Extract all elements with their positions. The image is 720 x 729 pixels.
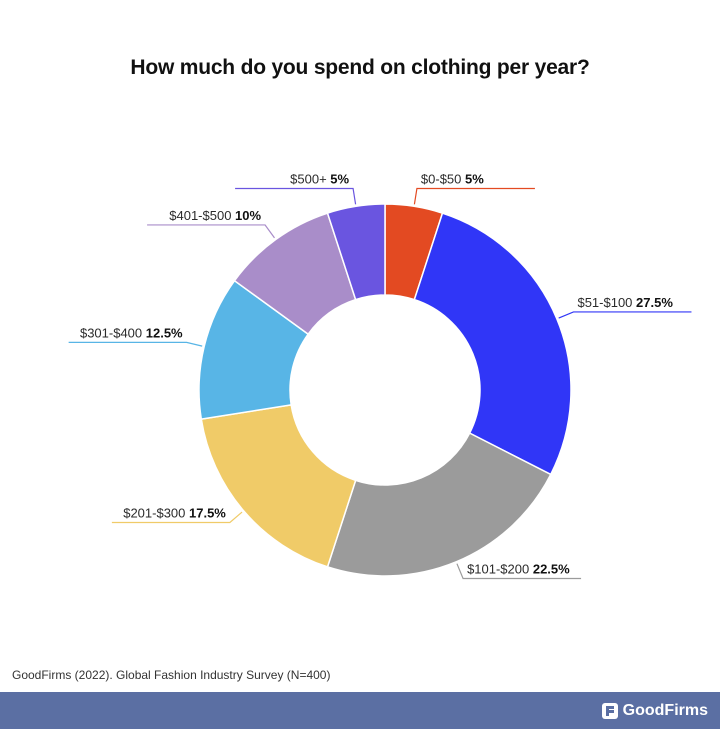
donut-slices <box>198 203 572 577</box>
brand-logo[interactable]: GoodFirms <box>601 700 708 722</box>
slice-label-51-100: $51-$100 27.5% <box>577 295 673 310</box>
goodfirms-logo-icon <box>601 703 618 719</box>
slice-percentage: 22.5% <box>533 561 570 576</box>
slice-51-100[interactable] <box>413 212 572 476</box>
slice-500-plus[interactable] <box>326 203 386 301</box>
leader-line-0-50 <box>413 187 535 205</box>
slice-percentage: 10% <box>235 208 261 223</box>
leader-line-51-100 <box>558 311 692 319</box>
slice-category: $51-$100 <box>577 295 636 310</box>
slice-label-0-50: $0-$50 5% <box>421 172 484 187</box>
slice-percentage: 17.5% <box>189 505 226 520</box>
slice-percentage: 5% <box>330 172 349 187</box>
leader-line-500-plus <box>235 187 357 205</box>
slice-label-500-plus: $500+ 5% <box>290 172 349 187</box>
slice-101-200[interactable] <box>326 432 552 577</box>
slice-category: $101-$200 <box>467 561 533 576</box>
leader-line-101-200 <box>456 563 582 580</box>
slice-label-201-300: $201-$300 17.5% <box>123 505 226 520</box>
slice-labels: $0-$50 5% $51-$100 27.5% $101-$200 22.5% $2… <box>80 172 673 577</box>
slice-label-401-500: $401-$500 10% <box>169 208 261 223</box>
slice-category: $500+ <box>290 172 330 187</box>
slice-percentage: 5% <box>465 172 484 187</box>
label-leader-lines <box>68 187 692 580</box>
leader-line-401-500 <box>147 224 275 239</box>
slice-percentage: 12.5% <box>146 325 183 340</box>
slice-category: $401-$500 <box>169 208 235 223</box>
chart-title: How much do you spend on clothing per ye… <box>130 56 590 79</box>
footer-bar: GoodFirms <box>0 692 720 729</box>
leader-line-201-300 <box>111 511 243 524</box>
leader-line-301-400 <box>68 341 203 347</box>
slice-label-301-400: $301-$400 12.5% <box>80 325 183 340</box>
slice-201-300[interactable] <box>200 404 357 568</box>
slice-percentage: 27.5% <box>636 295 673 310</box>
slice-category: $301-$400 <box>80 325 146 340</box>
brand-name: GoodFirms <box>622 702 708 719</box>
slice-label-101-200: $101-$200 22.5% <box>467 561 570 576</box>
slice-category: $201-$300 <box>123 505 189 520</box>
slice-category: $0-$50 <box>421 172 465 187</box>
source-note: GoodFirms (2022). Global Fashion Industr… <box>12 668 331 682</box>
